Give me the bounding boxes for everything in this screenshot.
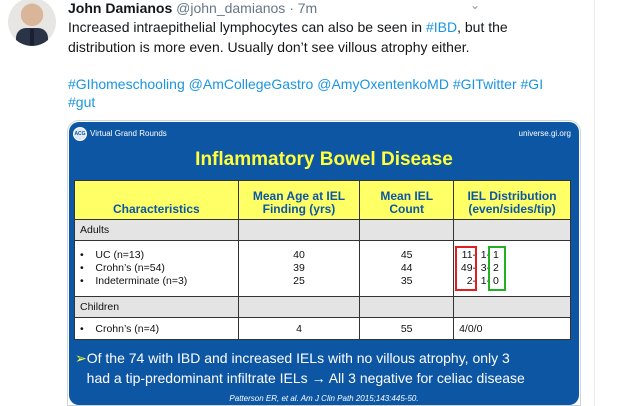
count: 55 [359,317,455,340]
sides: 1- [480,249,491,261]
tip-highlight-box [488,246,507,291]
group-label: Children [74,296,239,318]
col-header: IEL Distribution (even/sides/tip) [453,180,571,220]
count: 45 [400,249,413,261]
age: 4 [237,317,361,340]
divider [594,0,595,406]
even: 49- [460,262,477,274]
col-header: Characteristics [74,180,239,220]
author-name[interactable]: John Damianos [68,0,173,16]
count: 35 [400,275,413,287]
chevron-down-icon[interactable]: ⌄ [470,0,481,12]
avatar[interactable] [8,0,56,46]
tweet-line-1: Increased intraepithelial lymphocytes ca… [68,18,508,36]
row-name: UC (n=13) [95,249,145,261]
row-name: Crohn’s (n=4) [95,322,160,335]
sides: 1- [480,275,491,287]
col-header: Mean IEL Count [359,180,455,220]
bullet-line-2: had a tip-predominant infiltrate IELs → … [86,370,525,386]
slide-bullet: ➢Of the 74 with IBD and increased IELs w… [75,348,525,388]
text: , but the [457,19,508,35]
tip: 2 [492,262,499,274]
avatar-tie [30,29,34,45]
tweet-tags: #GIhomeschooling @AmCollegeGastro @AmyOx… [68,75,543,111]
hashtag[interactable]: #GIhomeschooling [68,76,185,92]
age: 25 [293,275,305,287]
acg-logo: ACG [73,127,87,141]
age: 39 [293,262,305,274]
even: 2- [466,275,477,287]
ibd-table: Characteristics Mean Age at IEL Finding (… [74,180,571,340]
distribution: 4/0/0 [453,317,571,340]
slide-title: Inflammatory Bowel Disease [195,149,453,170]
tweet-image[interactable]: ACG Virtual Grand Rounds universe.gi.org… [67,120,581,406]
hashtag[interactable]: #GI [520,76,544,92]
even-highlight-box [455,246,478,291]
tweet-line-2: distribution is more even. Usually don’t… [68,39,470,55]
hashtag-ibd[interactable]: #IBD [425,19,458,35]
author-handle[interactable]: @john_damianos [176,0,286,16]
slide: ACG Virtual Grand Rounds universe.gi.org… [69,122,579,405]
group-label: Adults [74,219,239,241]
row-name: Crohn’s (n=54) [95,262,165,274]
row-name: Indeterminate (n=3) [95,275,188,287]
tweet-time[interactable]: · 7m [289,0,318,16]
sides: 3- [480,262,491,274]
col-header: Mean Age at IEL Finding (yrs) [237,180,361,220]
age: 40 [293,249,305,261]
mention[interactable]: @AmyOxentenkoMD [317,76,449,92]
slide-header-left: Virtual Grand Rounds [90,129,167,138]
even: 11- [461,249,477,261]
hashtag[interactable]: #GITwitter [452,76,517,92]
hashtag[interactable]: #gut [68,94,96,110]
arrow-bullet-icon: ➢ [75,350,87,366]
tweet-header: John Damianos @john_damianos · 7m [68,0,317,16]
tip: 0 [492,275,499,287]
bullet-line-1: Of the 74 with IBD and increased IELs wi… [86,350,510,366]
slide-header-right: universe.gi.org [518,129,571,138]
mention[interactable]: @AmCollegeGastro [188,76,314,92]
count: 44 [400,262,413,274]
text: Increased intraepithelial lymphocytes ca… [68,19,426,35]
citation: Patterson ER, et al. Am J Clin Path 2015… [229,394,419,403]
tip: 1 [492,249,499,261]
